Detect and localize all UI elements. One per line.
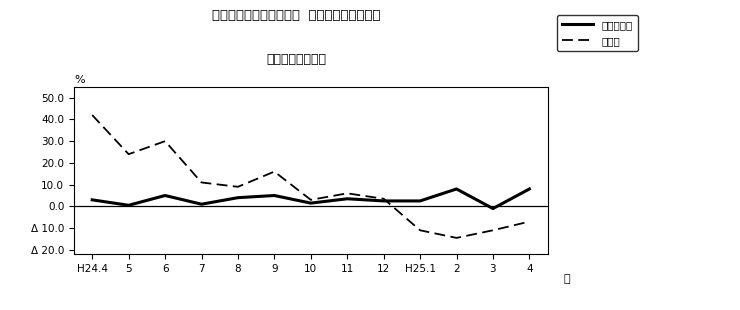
Text: （規模５人以上）: （規模５人以上） [266, 53, 326, 66]
Text: 第２図　所定外労働時間  対前年同月比の推移: 第２図 所定外労働時間 対前年同月比の推移 [212, 9, 380, 22]
Text: %: % [74, 75, 84, 85]
X-axis label: 月: 月 [563, 274, 570, 284]
Legend: 調査産業計, 製造業: 調査産業計, 製造業 [556, 15, 638, 51]
